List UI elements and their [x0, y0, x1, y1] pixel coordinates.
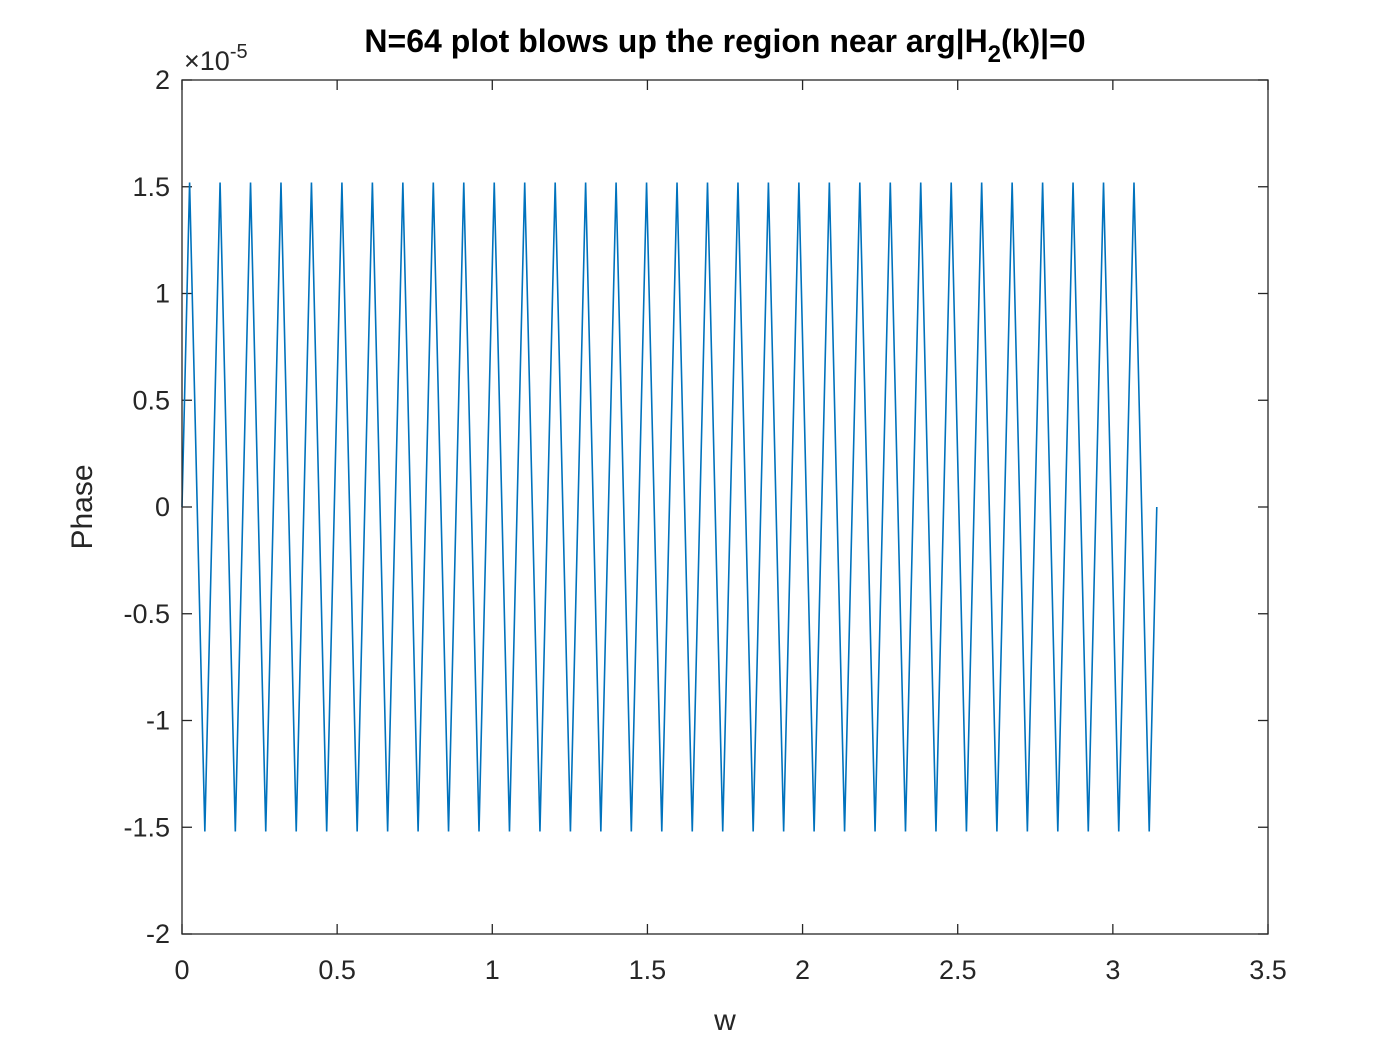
- plot-area-background: [182, 80, 1268, 934]
- x-tick-label: 3.5: [1249, 955, 1287, 985]
- y-tick-label: 1: [155, 279, 170, 309]
- x-tick-label: 0.5: [318, 955, 356, 985]
- x-tick-label: 2.5: [939, 955, 977, 985]
- series-line-phase: [181, 182, 1158, 832]
- x-tick-label: 1: [485, 955, 500, 985]
- y-exponent-base: ×10: [184, 46, 230, 76]
- y-tick-label: 0: [155, 492, 170, 522]
- x-axis-label: w: [713, 1004, 736, 1037]
- chart-title-subscript: 2: [988, 41, 1001, 68]
- chart-title-main: N=64 plot blows up the region near arg|H: [364, 23, 987, 59]
- y-tick-label: -1.5: [123, 812, 170, 842]
- x-tick-label: 2: [795, 955, 810, 985]
- y-tick-label: 1.5: [132, 172, 170, 202]
- y-tick-label: -2: [146, 919, 170, 949]
- x-tick-label: 3: [1105, 955, 1120, 985]
- tick-labels: 0 0.5 1 1.5 2 2.5 3 3.5 -2 -1.5 -1 -0.5 0 0.5 1 1.5 2: [123, 65, 1286, 985]
- y-axis-label: Phase: [66, 464, 99, 549]
- x-tick-label: 0: [174, 955, 189, 985]
- y-tick-label: -0.5: [123, 599, 170, 629]
- y-exponent-power: -5: [230, 41, 248, 63]
- x-tick-label: 1.5: [629, 955, 667, 985]
- chart-title-tail: (k)|=0: [1001, 23, 1086, 59]
- y-tick-label: 0.5: [132, 385, 170, 415]
- plot-area-frame: [181, 79, 1269, 935]
- y-tick-label: -1: [146, 706, 170, 736]
- chart-title: N=64 plot blows up the region near arg|H…: [364, 23, 1085, 68]
- y-exponent: ×10-5: [184, 41, 248, 76]
- y-tick-label: 2: [155, 65, 170, 95]
